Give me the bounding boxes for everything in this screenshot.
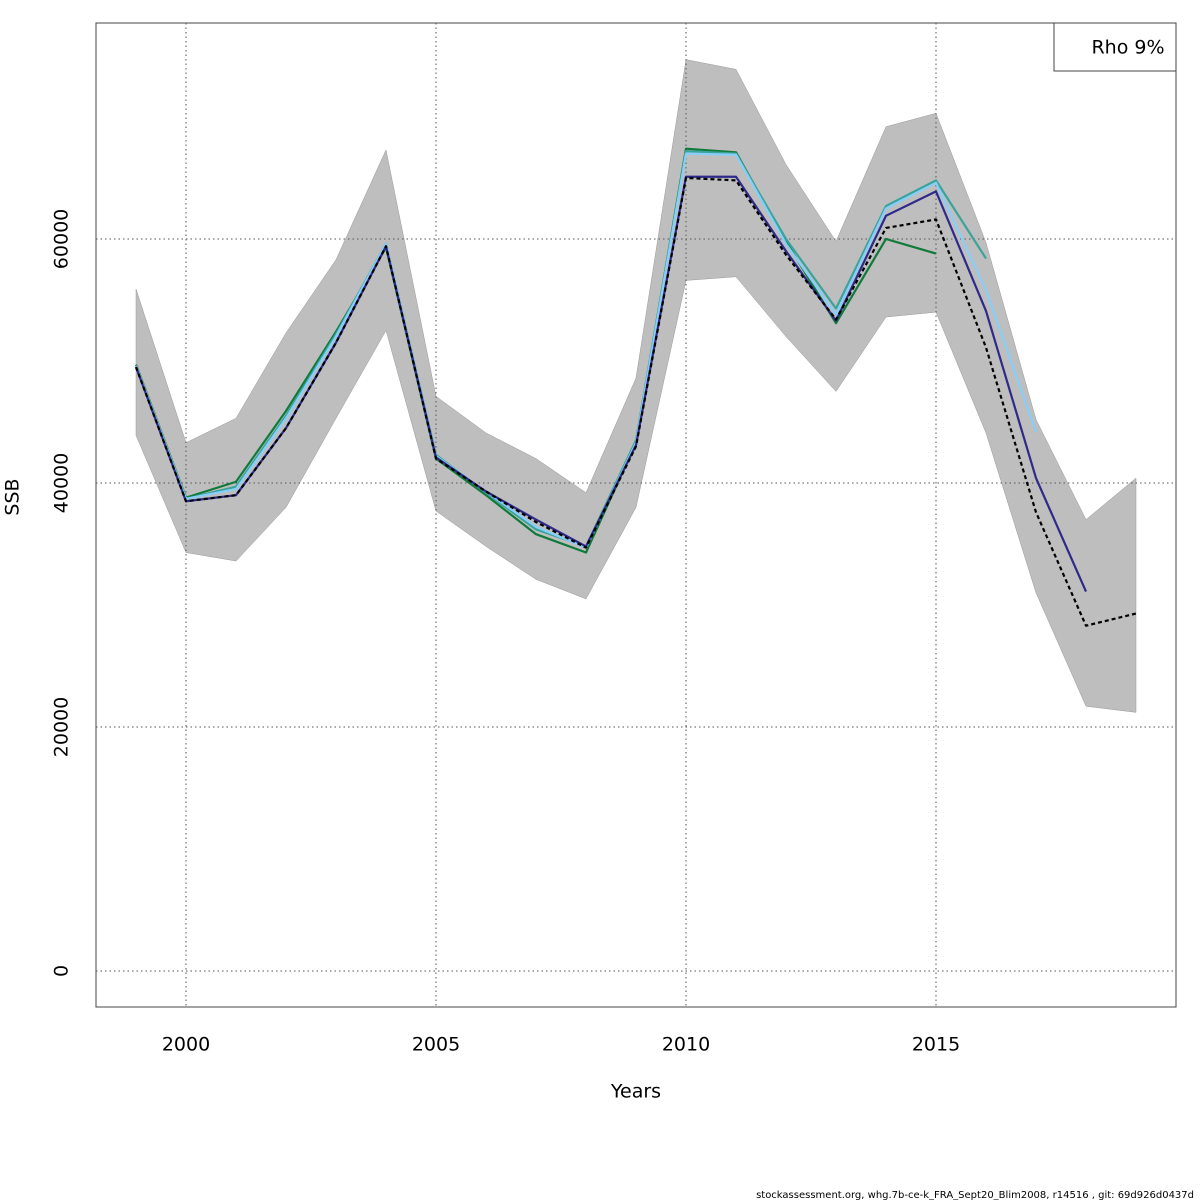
- y-tick-label: 40000: [51, 453, 73, 513]
- series-line: [134, 176, 1137, 627]
- plot-frame: [95, 22, 1177, 1008]
- x-tick-label: 2005: [412, 1034, 460, 1056]
- x-tick-label: 2010: [662, 1034, 710, 1056]
- x-tick-label: 2000: [162, 1034, 210, 1056]
- legend-box: [1053, 22, 1177, 72]
- footer: stockassessment.org, whg.7b-ce-k_FRA_Sep…: [756, 1190, 1194, 1200]
- confidence-band: [135, 59, 1137, 713]
- y-tick-label: 60000: [51, 209, 73, 269]
- x-tick-label: 2015: [912, 1034, 960, 1056]
- y-axis-label: SSB: [2, 478, 24, 515]
- series-line: [134, 175, 1088, 593]
- x-axis-label: Years: [610, 1081, 661, 1103]
- y-tick-label: 20000: [51, 697, 73, 757]
- legend-text: Rho 9%: [1091, 37, 1164, 59]
- y-tick-label: 0: [51, 965, 73, 977]
- plot-layer: 2000 2005 2010 2015 0 20000 40000 60000: [51, 23, 1176, 1056]
